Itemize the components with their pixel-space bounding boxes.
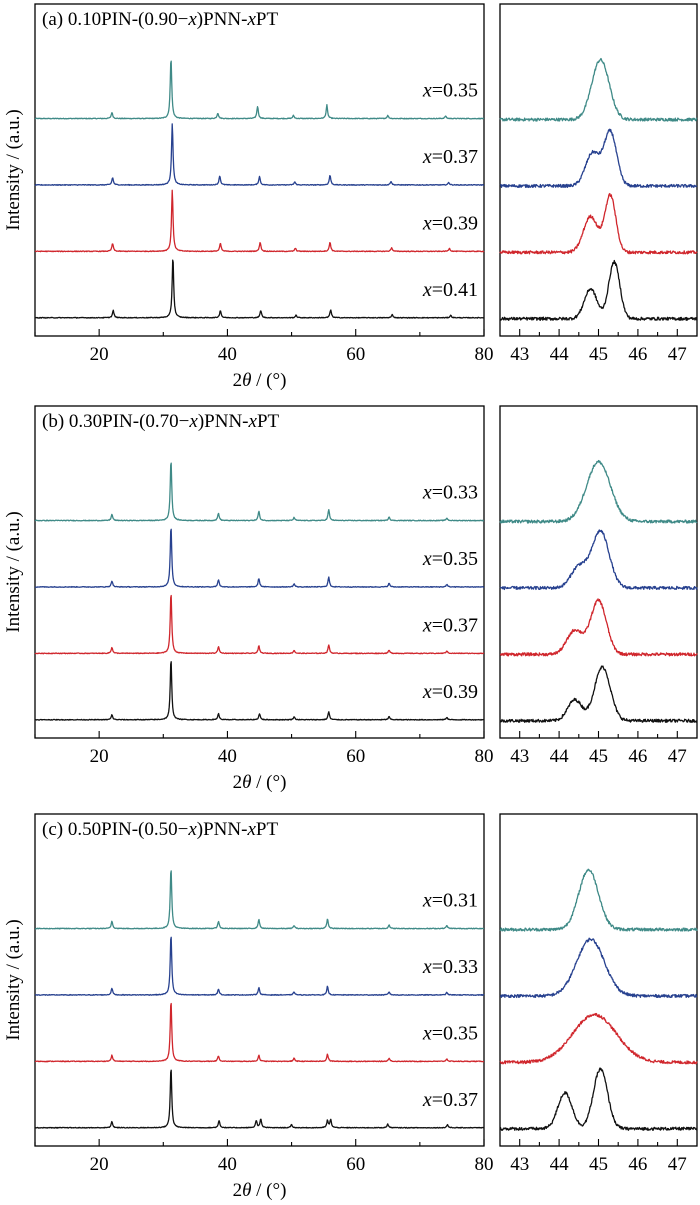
zoom-trace-x-0.37 xyxy=(499,128,698,189)
zoom-plot-frame xyxy=(499,813,698,1147)
series-label: x=0.37 xyxy=(422,1089,478,1111)
zoom-x-tick-label: 44 xyxy=(550,1154,570,1175)
zoom-x-tick-label: 45 xyxy=(589,344,608,365)
zoom-x-tick-label: 46 xyxy=(628,1154,647,1175)
zoom-x-tick-label: 45 xyxy=(589,1154,608,1175)
x-tick-label: 80 xyxy=(475,344,494,365)
series-label: x=0.37 xyxy=(422,146,478,168)
series-label: x=0.39 xyxy=(422,681,478,703)
panel-title: (a) 0.10PIN-(0.90−x)PNN-xPT xyxy=(42,9,278,30)
zoom-x-tick-label: 44 xyxy=(550,746,570,767)
main-trace-x-0.35 xyxy=(34,528,485,588)
panel-a: (a) 0.10PIN-(0.90−x)PNN-xPT Intensity / (… xyxy=(3,3,698,391)
main-trace-x-0.37 xyxy=(34,123,485,186)
series-label: x=0.31 xyxy=(422,890,478,912)
x-tick-label: 40 xyxy=(218,344,237,365)
zoom-trace-x-0.35 xyxy=(499,1012,698,1065)
y-axis-label: Intensity / (a.u.) xyxy=(3,919,24,1040)
series-label: x=0.37 xyxy=(422,614,478,636)
zoom-x-tick-label: 47 xyxy=(668,746,687,767)
y-axis-label: Intensity / (a.u.) xyxy=(3,511,24,632)
zoom-trace-x-0.39 xyxy=(499,192,698,255)
zoom-x-tick-label: 43 xyxy=(510,1154,529,1175)
main-plot-frame xyxy=(34,3,485,337)
zoom-trace-x-0.33 xyxy=(499,459,698,524)
series-label: x=0.35 xyxy=(422,548,478,570)
main-trace-x-0.37 xyxy=(34,594,485,655)
x-tick-label: 80 xyxy=(475,1154,494,1175)
main-trace-x-0.35 xyxy=(34,60,485,120)
series-label: x=0.33 xyxy=(422,956,478,978)
series-label: x=0.41 xyxy=(422,279,478,301)
x-axis-label: 2θ / (°) xyxy=(233,1180,287,1201)
zoom-x-tick-label: 44 xyxy=(550,344,570,365)
main-trace-x-0.31 xyxy=(34,870,485,930)
x-axis-label: 2θ / (°) xyxy=(233,772,287,793)
x-tick-label: 60 xyxy=(346,1154,365,1175)
main-trace-x-0.39 xyxy=(34,661,485,721)
y-axis-label: Intensity / (a.u.) xyxy=(3,109,24,230)
series-label: x=0.39 xyxy=(422,212,478,234)
zoom-x-tick-label: 45 xyxy=(589,746,608,767)
panel-title: (c) 0.50PIN-(0.50−x)PNN-xPT xyxy=(42,819,278,840)
x-tick-label: 40 xyxy=(218,746,237,767)
zoom-x-tick-label: 46 xyxy=(628,344,647,365)
x-tick-label: 20 xyxy=(90,1154,109,1175)
main-trace-x-0.39 xyxy=(34,189,485,253)
zoom-trace-x-0.33 xyxy=(499,937,698,999)
zoom-trace-x-0.35 xyxy=(499,57,698,122)
series-label: x=0.33 xyxy=(422,482,478,504)
x-tick-label: 80 xyxy=(475,746,494,767)
main-trace-x-0.33 xyxy=(34,936,485,996)
x-tick-label: 60 xyxy=(346,746,365,767)
x-tick-label: 20 xyxy=(90,746,109,767)
zoom-x-tick-label: 43 xyxy=(510,344,529,365)
main-trace-x-0.33 xyxy=(34,462,485,522)
zoom-x-tick-label: 47 xyxy=(668,344,687,365)
main-trace-x-0.41 xyxy=(34,259,485,319)
x-axis-label: 2θ / (°) xyxy=(233,370,287,391)
zoom-trace-x-0.35 xyxy=(499,529,698,591)
x-tick-label: 20 xyxy=(90,344,109,365)
main-plot-frame xyxy=(34,405,485,739)
series-label: x=0.35 xyxy=(422,1022,478,1044)
zoom-plot-frame xyxy=(499,3,698,337)
zoom-x-tick-label: 46 xyxy=(628,746,647,767)
zoom-plot-frame xyxy=(499,405,698,739)
zoom-trace-x-0.39 xyxy=(499,665,698,723)
panel-title: (b) 0.30PIN-(0.70−x)PNN-xPT xyxy=(42,411,280,432)
zoom-trace-x-0.31 xyxy=(499,868,698,932)
zoom-x-tick-label: 43 xyxy=(510,746,529,767)
panel-b: (b) 0.30PIN-(0.70−x)PNN-xPT Intensity / (… xyxy=(3,405,698,793)
x-tick-label: 60 xyxy=(346,344,365,365)
zoom-trace-x-0.41 xyxy=(499,259,698,321)
series-label: x=0.35 xyxy=(422,80,478,102)
main-plot-frame xyxy=(34,813,485,1147)
main-trace-x-0.37 xyxy=(34,1069,485,1129)
zoom-x-tick-label: 47 xyxy=(668,1154,687,1175)
panel-c: (c) 0.50PIN-(0.50−x)PNN-xPT Intensity / (… xyxy=(3,813,698,1201)
x-tick-label: 40 xyxy=(218,1154,237,1175)
zoom-trace-x-0.37 xyxy=(499,1067,698,1131)
zoom-trace-x-0.37 xyxy=(499,598,698,657)
main-trace-x-0.35 xyxy=(34,1002,485,1063)
